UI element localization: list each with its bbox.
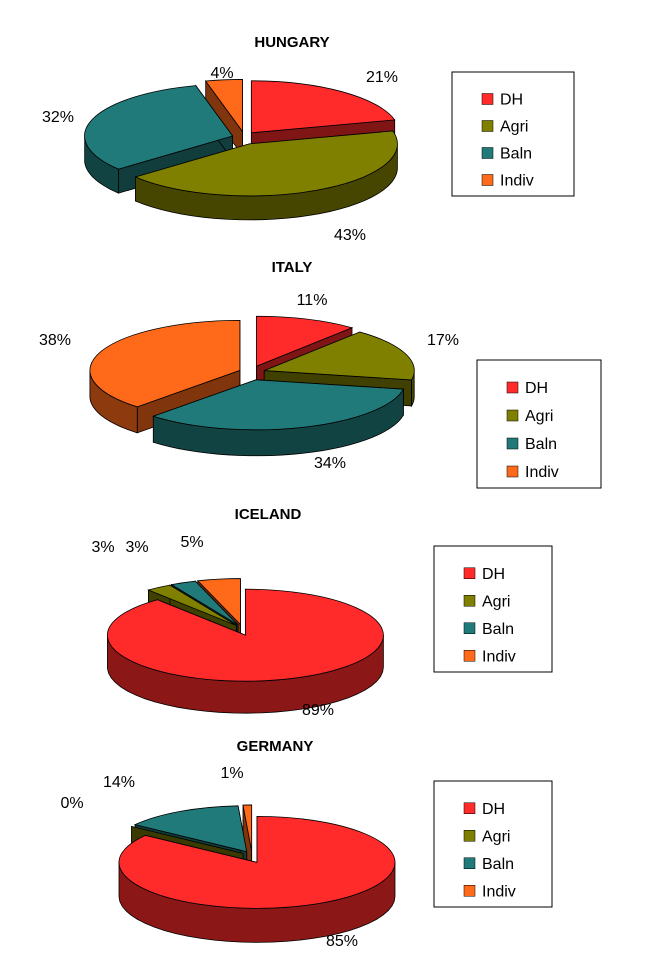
- legend-label-dh: DH: [482, 566, 505, 583]
- legend-label-indiv: Indiv: [500, 173, 534, 190]
- pie-label-germany-indiv: 1%: [220, 765, 243, 782]
- legend-label-indiv: Indiv: [482, 648, 516, 665]
- pie-title-hungary: HUNGARY: [254, 34, 329, 51]
- pie-title-italy: ITALY: [272, 259, 313, 276]
- pie-label-iceland-indiv: 5%: [180, 534, 203, 551]
- legend-label-agri: Agri: [500, 119, 528, 136]
- pie-label-germany-baln: 14%: [103, 774, 135, 791]
- legend-swatch-indiv: [481, 174, 494, 186]
- legend-swatch-dh: [506, 381, 519, 394]
- legend-label-baln: Baln: [525, 436, 557, 453]
- legend-swatch-indiv: [506, 465, 519, 478]
- pie-label-iceland-dh: 89%: [302, 702, 334, 719]
- pie-panel-hungary: HUNGARY 21% 43% 32% 4% DH Agri Baln Indiv: [42, 34, 575, 244]
- pie-label-hungary-dh: 21%: [366, 69, 398, 86]
- pie-label-italy-indiv: 38%: [39, 332, 71, 349]
- pie-slice-iceland-dh: [107, 588, 384, 714]
- legend-label-baln: Baln: [482, 856, 514, 873]
- pie-label-germany-agri: 0%: [60, 795, 83, 812]
- legend-label-baln: Baln: [482, 621, 514, 638]
- pie-panel-germany: GERMANY 85% 0% 14% 1% DH Agri Baln Indiv: [60, 738, 553, 950]
- pie-slice-germany-dh: [118, 815, 396, 943]
- pie-slice-italy-baln: [152, 379, 405, 457]
- pie-label-iceland-agri: 3%: [91, 539, 114, 556]
- pie-label-italy-dh: 11%: [297, 292, 328, 309]
- legend-swatch-dh: [463, 802, 476, 814]
- legend-swatch-baln: [506, 437, 519, 450]
- pie-label-iceland-baln: 3%: [125, 539, 148, 556]
- legend-swatch-dh: [463, 567, 476, 579]
- pie-label-hungary-agri: 43%: [334, 227, 366, 244]
- legend-swatch-baln: [463, 857, 476, 869]
- legend-label-dh: DH: [525, 380, 548, 397]
- pie-label-hungary-indiv: 4%: [210, 65, 233, 82]
- legend-iceland: DH Agri Baln Indiv: [433, 545, 553, 673]
- legend-italy: DH Agri Baln Indiv: [476, 359, 602, 489]
- pie-title-iceland: ICELAND: [235, 506, 302, 523]
- legend-label-dh: DH: [500, 92, 523, 109]
- legend-label-indiv: Indiv: [525, 464, 559, 481]
- legend-label-baln: Baln: [500, 146, 532, 163]
- legend-swatch-agri: [463, 595, 476, 607]
- legend-swatch-agri: [463, 830, 476, 842]
- legend-swatch-agri: [481, 120, 494, 132]
- pie-slice-hungary-agri: [134, 130, 398, 221]
- legend-swatch-baln: [463, 622, 476, 634]
- legend-hungary: DH Agri Baln Indiv: [451, 71, 575, 197]
- legend-swatch-baln: [481, 147, 494, 159]
- legend-label-dh: DH: [482, 801, 505, 818]
- pie-title-germany: GERMANY: [237, 738, 314, 755]
- legend-label-agri: Agri: [525, 408, 553, 425]
- pie-panel-iceland: ICELAND 89% 3% 3% 5% DH Agri Baln Indiv: [91, 506, 553, 719]
- pie-label-italy-baln: 34%: [314, 455, 346, 472]
- pie-panel-italy: ITALY 11% 17% 34% 38% DH Agri Baln Indiv: [39, 259, 602, 489]
- legend-swatch-indiv: [463, 885, 476, 897]
- pie-slice-hungary-indiv: [204, 79, 243, 157]
- legend-label-agri: Agri: [482, 828, 510, 845]
- legend-swatch-indiv: [463, 650, 476, 662]
- pie-label-italy-agri: 17%: [427, 332, 459, 349]
- legend-label-indiv: Indiv: [482, 883, 516, 900]
- pie-label-germany-dh: 85%: [326, 933, 358, 950]
- legend-label-agri: Agri: [482, 593, 510, 610]
- legend-swatch-agri: [506, 409, 519, 422]
- legend-swatch-dh: [481, 93, 494, 105]
- legend-germany: DH Agri Baln Indiv: [433, 780, 553, 908]
- pie-label-hungary-baln: 32%: [42, 109, 74, 126]
